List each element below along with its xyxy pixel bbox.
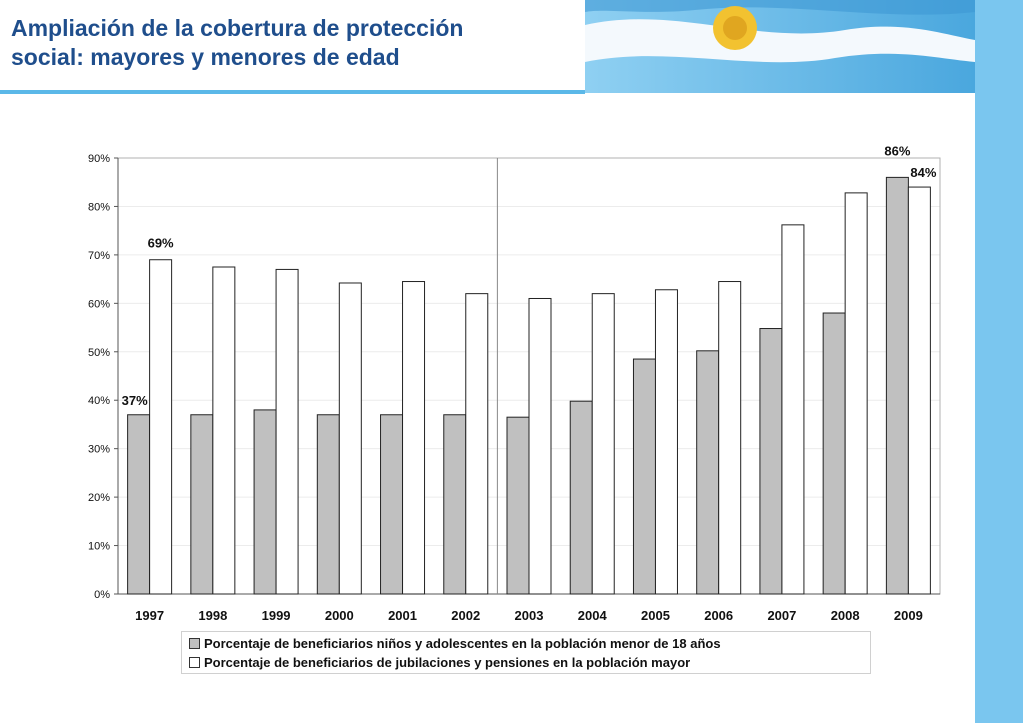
bar-children-1999 <box>253 409 277 595</box>
legend-entry-elderly: Porcentaje de beneficiarios de jubilacio… <box>189 653 690 671</box>
y-tick-label: 80% <box>88 201 110 213</box>
bar-children-2000 <box>316 414 340 595</box>
x-tick-label: 2001 <box>388 608 417 623</box>
legend-swatch-gray <box>189 637 200 649</box>
bar-children-2003 <box>506 416 530 595</box>
x-tick-label: 1997 <box>135 608 164 623</box>
bar-elderly-2003 <box>528 297 552 595</box>
bar-elderly-1999 <box>275 268 299 595</box>
annotation-2009-children: 86% <box>884 143 910 158</box>
bar-elderly-2005 <box>654 289 678 595</box>
bar-elderly-2008 <box>844 192 868 595</box>
x-tick-label: 2003 <box>515 608 544 623</box>
bar-elderly-2009 <box>907 186 931 595</box>
bar-elderly-2000 <box>338 282 362 595</box>
bar-children-2008 <box>822 312 846 595</box>
annotation-2009-elderly: 84% <box>910 165 936 180</box>
bar-children-2006 <box>696 350 720 595</box>
y-tick-label: 60% <box>88 298 110 310</box>
y-tick-label: 10% <box>88 541 110 553</box>
y-tick-label: 0% <box>94 589 110 601</box>
argentina-flag-banner <box>585 0 975 93</box>
bar-elderly-2004 <box>591 293 615 595</box>
right-decorative-strip <box>975 0 1023 723</box>
legend-label-elderly: Porcentaje de beneficiarios de jubilacio… <box>204 654 691 670</box>
sun-of-may-icon <box>713 6 757 50</box>
x-tick-label: 2008 <box>831 608 860 623</box>
x-tick-label: 2005 <box>641 608 670 623</box>
annotation-1997-elderly: 69% <box>148 236 174 251</box>
x-tick-label: 2002 <box>451 608 480 623</box>
bar-children-1997 <box>127 414 151 595</box>
bar-elderly-1998 <box>212 266 236 595</box>
title-line-1: Ampliación de la cobertura de protección <box>11 15 464 41</box>
y-tick-label: 30% <box>88 444 110 456</box>
x-tick-label: 1998 <box>198 608 227 623</box>
x-tick-label: 2007 <box>767 608 796 623</box>
annotation-1997-children: 37% <box>122 393 148 408</box>
bar-elderly-2001 <box>402 281 426 595</box>
bar-children-2002 <box>443 414 467 595</box>
page-title: Ampliación de la cobertura de protección… <box>11 14 571 72</box>
flag-graphic <box>585 0 975 93</box>
bar-children-1998 <box>190 414 214 595</box>
bar-elderly-2007 <box>781 224 805 595</box>
y-tick-label: 50% <box>88 347 110 359</box>
x-tick-label: 2004 <box>578 608 608 623</box>
bar-children-2004 <box>569 400 593 595</box>
bar-children-2007 <box>759 328 783 595</box>
bar-children-2001 <box>380 414 404 595</box>
y-tick-label: 90% <box>88 153 110 165</box>
x-tick-label: 2000 <box>325 608 354 623</box>
title-line-2: social: mayores y menores de edad <box>11 44 400 70</box>
labels: 0% 10% 20% 30% 40% 50% 60% 70% 80% 90% 1997 1998 199… <box>88 143 937 623</box>
x-tick-label: 2009 <box>894 608 923 623</box>
legend-swatch-white <box>189 656 200 668</box>
bar-elderly-2002 <box>465 293 489 595</box>
x-tick-label: 1999 <box>262 608 291 623</box>
chart-legend: Porcentaje de beneficiarios niños y adol… <box>181 631 871 674</box>
y-tick-label: 70% <box>88 250 110 262</box>
x-tick-label: 2006 <box>704 608 733 623</box>
legend-entry-children: Porcentaje de beneficiarios niños y adol… <box>189 634 721 652</box>
header-divider <box>0 90 585 94</box>
bar-children-2005 <box>632 358 656 595</box>
legend-label-children: Porcentaje de beneficiarios niños y adol… <box>204 635 721 651</box>
bar-children-2009 <box>885 176 909 595</box>
y-tick-label: 40% <box>88 395 110 407</box>
bar-elderly-1997 <box>149 259 173 595</box>
bar-elderly-2006 <box>718 281 742 595</box>
bars <box>127 176 931 595</box>
y-tick-label: 20% <box>88 492 110 504</box>
